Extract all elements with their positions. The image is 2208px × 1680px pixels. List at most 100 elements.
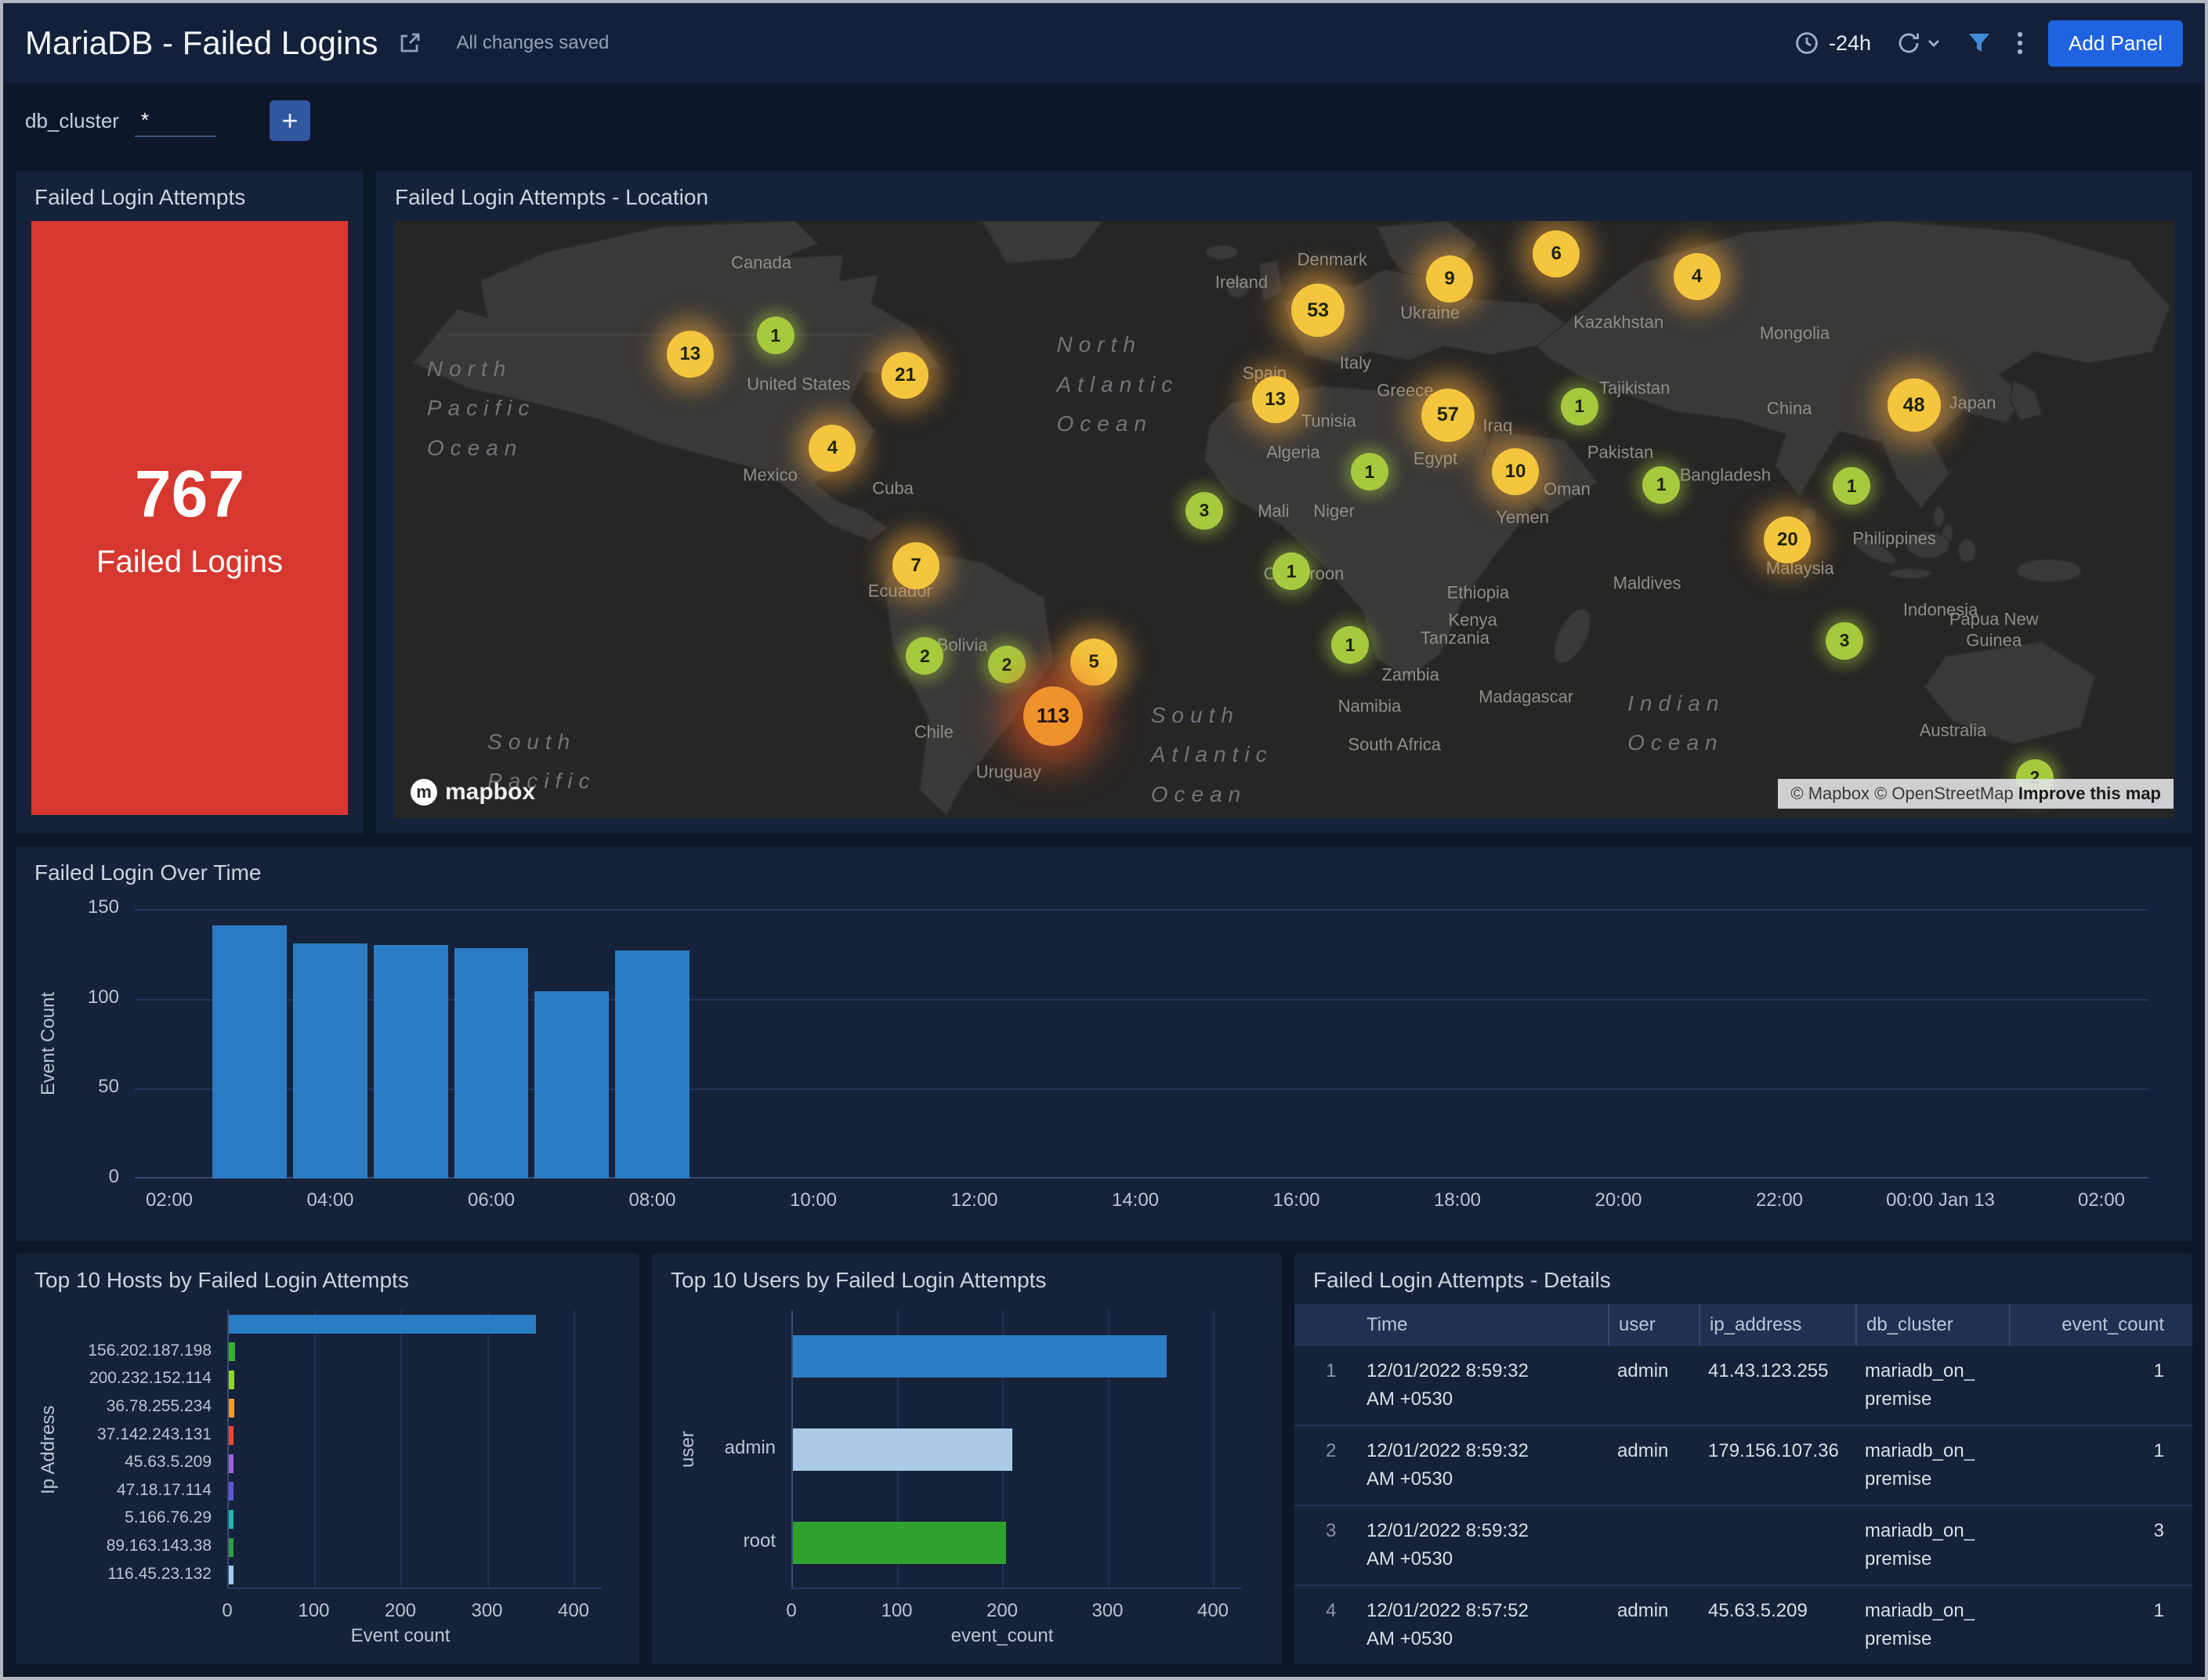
cell-count: 1 [2153, 1440, 2164, 1461]
x-axis-line [227, 1588, 602, 1589]
mapbox-logo[interactable]: m mapbox [411, 779, 535, 806]
category-bar[interactable] [793, 1521, 1006, 1564]
column-header-count[interactable]: event_count [2009, 1304, 2170, 1346]
map-cluster-marker[interactable]: 3 [1185, 491, 1223, 530]
ocean-label: North Atlantic Ocean [1056, 332, 1179, 436]
x-axis-tick: 18:00 [1433, 1189, 1482, 1211]
map-cluster-marker[interactable]: 2 [906, 637, 944, 675]
category-bar[interactable] [229, 1370, 234, 1389]
time-series-bar[interactable] [454, 948, 529, 1179]
map-cluster-marker[interactable]: 10 [1492, 448, 1540, 496]
country-label: Pakistan [1587, 442, 1654, 462]
x-axis-tick: 02:00 [2077, 1189, 2126, 1211]
add-panel-button[interactable]: Add Panel [2048, 20, 2183, 67]
time-series-bar[interactable] [373, 944, 448, 1179]
y-axis-tick: 50 [98, 1076, 119, 1098]
map-cluster-marker[interactable]: 7 [892, 541, 940, 589]
time-range-selector[interactable]: -24h [1794, 31, 1871, 56]
db-cluster-filter-input[interactable] [134, 104, 216, 137]
cell-db: mariadb_on_premise [1865, 1440, 1975, 1490]
map-cluster-marker[interactable]: 1 [1642, 465, 1681, 504]
map-cluster-marker[interactable]: 13 [1251, 375, 1299, 423]
column-header-ip[interactable]: ip_address [1699, 1304, 1855, 1346]
time-series-bar[interactable] [212, 925, 287, 1179]
category-bar[interactable] [229, 1537, 233, 1557]
map-cluster-marker[interactable]: 4 [809, 424, 856, 472]
map-cluster-marker[interactable]: 5 [1070, 639, 1118, 686]
x-axis-tick: 100 [298, 1600, 330, 1621]
column-header-time[interactable]: Time [1366, 1314, 1408, 1335]
failed-logins-count-tile: 767 Failed Logins [31, 221, 348, 815]
map-cluster-marker[interactable]: 1 [1833, 467, 1871, 505]
filter-icon[interactable] [1967, 31, 1992, 56]
time-series-bar[interactable] [293, 943, 367, 1179]
map-cluster-marker[interactable]: 4 [1673, 252, 1721, 300]
map-cluster-marker[interactable]: 13 [666, 330, 714, 378]
map-cluster-marker[interactable]: 1 [1272, 552, 1311, 591]
map-cluster-marker[interactable]: 20 [1764, 516, 1812, 563]
kebab-menu-icon[interactable] [2017, 31, 2023, 56]
panel-top-users: Top 10 Users by Failed Login Attempts us… [652, 1254, 1282, 1664]
table-row[interactable]: 3 12/01/2022 8:59:32 AM +0530 mariadb_on_p… [1294, 1506, 2192, 1586]
category-label: admin [724, 1437, 776, 1459]
cell-db: mariadb_on_premise [1865, 1520, 1975, 1570]
country-label: Italy [1339, 353, 1371, 373]
map-cluster-marker[interactable]: 57 [1421, 388, 1475, 442]
map-cluster-marker[interactable]: 1 [1560, 387, 1598, 425]
country-label: Bangladesh [1679, 465, 1772, 485]
table-row[interactable]: 2 12/01/2022 8:59:32 AM +0530 admin 179.156… [1294, 1426, 2192, 1506]
category-bar[interactable] [229, 1454, 233, 1473]
x-axis-tick: 02:00 [145, 1189, 194, 1211]
x-axis-tick: 0 [786, 1600, 797, 1621]
map-cluster-marker[interactable]: 1 [1350, 453, 1388, 491]
map-cluster-marker[interactable]: 113 [1023, 686, 1083, 746]
map-cluster-marker[interactable]: 3 [1826, 621, 1864, 660]
table-row[interactable]: 1 12/01/2022 8:59:32 AM +0530 admin 41.43.1… [1294, 1346, 2192, 1426]
category-bar[interactable] [229, 1342, 235, 1362]
category-bar[interactable] [793, 1335, 1167, 1378]
column-header-user[interactable]: user [1608, 1304, 1699, 1346]
country-label: Greece [1377, 379, 1434, 400]
time-series-bar[interactable] [534, 991, 609, 1179]
x-axis-tick: 16:00 [1272, 1189, 1320, 1211]
dashboard-grid: Failed Login Attempts 767 Failed Logins … [3, 158, 2205, 1677]
map-cluster-marker[interactable]: 21 [881, 352, 929, 400]
cell-user [1608, 1517, 1699, 1573]
map-cluster-marker[interactable]: 9 [1426, 255, 1474, 302]
column-header-db[interactable]: db_cluster [1855, 1304, 2009, 1346]
cell-ip: 45.63.5.209 [1708, 1600, 1808, 1621]
category-bar[interactable] [229, 1482, 233, 1501]
panel-title: Failed Login Attempts - Details [1313, 1268, 1611, 1292]
time-series-bar[interactable] [615, 950, 690, 1179]
map-cluster-marker[interactable]: 2 [987, 646, 1026, 684]
improve-map-link[interactable]: Improve this map [2018, 784, 2161, 803]
share-icon[interactable] [397, 31, 422, 56]
table-header-row: Time user ip_address db_cluster event_count [1294, 1304, 2192, 1346]
ocean-label: South Pacific [487, 730, 596, 794]
panel-failed-login-attempts: Failed Login Attempts 767 Failed Logins [16, 171, 364, 834]
cell-user: admin [1617, 1440, 1669, 1461]
map-cluster-marker[interactable]: 1 [1330, 626, 1369, 664]
map-cluster-marker[interactable]: 6 [1533, 230, 1580, 277]
category-bar[interactable] [229, 1566, 233, 1585]
cell-count: 3 [2153, 1520, 2164, 1541]
category-bar[interactable] [229, 1314, 537, 1334]
country-label: Mali [1258, 500, 1290, 520]
category-bar[interactable] [229, 1398, 234, 1418]
y-axis-title: Event Count [38, 991, 59, 1096]
category-bar[interactable] [229, 1510, 233, 1529]
filter-bar: db_cluster + [3, 83, 2205, 158]
country-label: Chile [914, 721, 954, 741]
add-filter-button[interactable]: + [269, 100, 310, 141]
map-cluster-marker[interactable]: 53 [1291, 284, 1345, 338]
world-map[interactable]: m mapbox © Mapbox © OpenStreetMap Improv… [395, 221, 2174, 818]
map-cluster-marker[interactable]: 48 [1887, 378, 1941, 433]
category-bar[interactable] [229, 1426, 233, 1446]
map-cluster-marker[interactable]: 1 [756, 317, 795, 355]
refresh-control[interactable] [1896, 31, 1942, 56]
table-row[interactable]: 4 12/01/2022 8:57:52 AM +0530 admin 45.63.5… [1294, 1586, 2192, 1664]
cell-db: mariadb_on_premise [1865, 1600, 1975, 1649]
x-axis-tick: 400 [1196, 1600, 1229, 1621]
category-bar[interactable] [793, 1428, 1012, 1471]
